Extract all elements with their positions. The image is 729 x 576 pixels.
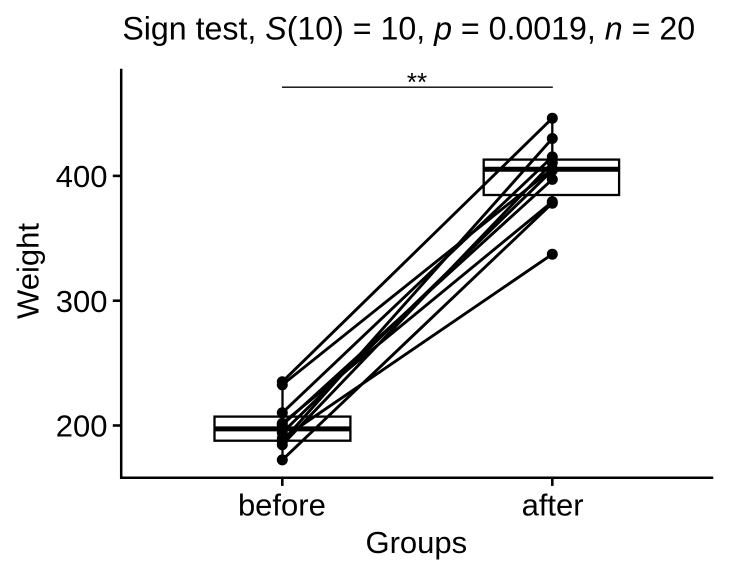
svg-text:Groups: Groups: [365, 525, 467, 560]
svg-text:**: **: [407, 67, 427, 97]
svg-text:Weight: Weight: [10, 223, 45, 319]
svg-text:after: after: [522, 488, 584, 523]
svg-text:400: 400: [56, 159, 108, 194]
svg-text:Sign test, S(10) = 10, p = 0.0: Sign test, S(10) = 10, p = 0.0019, n = 2…: [122, 10, 695, 46]
svg-text:before: before: [238, 488, 326, 523]
svg-text:300: 300: [56, 284, 108, 319]
svg-text:200: 200: [56, 409, 108, 444]
